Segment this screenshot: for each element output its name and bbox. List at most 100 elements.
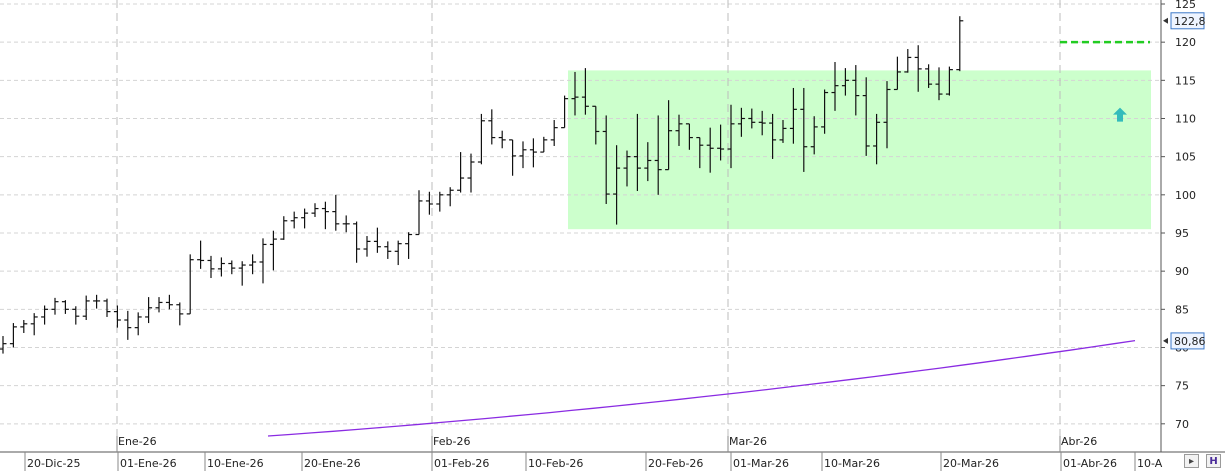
ohlc-bar (103, 298, 111, 317)
ohlc-bar (155, 297, 163, 313)
ohlc-bar (165, 294, 173, 310)
ohlc-bar (124, 310, 132, 340)
last-price-badge-label: 122,8 (1174, 15, 1206, 28)
scroll-right-button[interactable]: ▸ (1184, 454, 1199, 468)
x-tick-label: 20-Mar-26 (943, 457, 999, 470)
ohlc-bar (82, 295, 90, 321)
ohlc-bar (706, 127, 714, 173)
ohlc-bar (384, 241, 392, 259)
ohlc-bar (363, 236, 371, 257)
ohlc-bar (581, 68, 589, 115)
ohlc-bar (145, 297, 153, 324)
month-label: Ene-26 (118, 435, 157, 448)
consolidation-zone (568, 70, 1151, 230)
month-label: Abr-26 (1061, 435, 1097, 448)
ohlc-bar (519, 141, 527, 169)
save-icon[interactable]: H (1206, 454, 1221, 468)
x-tick-label: 20-Dic-25 (27, 457, 81, 470)
ohlc-bar (509, 139, 517, 176)
y-tick-label: 85 (1175, 303, 1189, 316)
ohlc-bar (238, 261, 246, 286)
ohlc-bar (436, 191, 444, 212)
ohlc-bar (779, 120, 787, 143)
ohlc-bar (467, 153, 475, 193)
y-tick-label: 110 (1175, 112, 1196, 125)
ohlc-bar (457, 152, 465, 193)
month-label: Mar-26 (729, 435, 767, 448)
ohlc-bar (935, 67, 943, 101)
ohlc-bar (717, 124, 725, 161)
ohlc-bar (592, 105, 600, 145)
ohlc-bar (685, 123, 693, 150)
ohlc-bar (197, 240, 205, 269)
moving-average-badge-box (1170, 332, 1205, 350)
ohlc-bar (561, 95, 569, 129)
ohlc-bar (186, 254, 194, 315)
last-price-badge-box (1170, 12, 1205, 30)
month-label: Feb-26 (433, 435, 470, 448)
ohlc-bar (259, 238, 267, 284)
ohlc-bar (696, 136, 704, 169)
ohlc-bar (737, 107, 745, 137)
x-tick-label: 10-Ene-26 (207, 457, 264, 470)
ohlc-bar (228, 260, 236, 275)
ohlc-bar (134, 312, 142, 336)
ohlc-bar (113, 305, 121, 328)
ohlc-bar (51, 297, 59, 315)
ohlc-bar (342, 215, 350, 233)
ohlc-bar (945, 66, 953, 96)
ohlc-bar (550, 120, 558, 146)
moving-average-line (267, 339, 1136, 437)
ohlc-bar (727, 104, 735, 169)
ohlc-bar (30, 313, 38, 336)
y-tick-label: 90 (1175, 265, 1189, 278)
x-tick-label: 01-Abr-26 (1063, 457, 1117, 470)
y-tick-label: 120 (1175, 36, 1196, 49)
ohlc-bar (904, 49, 912, 73)
ohlc-bar (61, 300, 69, 314)
ohlc-bar (290, 211, 298, 229)
ohlc-bar (9, 323, 17, 348)
ohlc-bar (353, 221, 361, 263)
ohlc-bar (841, 68, 849, 96)
ohlc-bar (321, 201, 329, 230)
ohlc-bar (415, 190, 423, 236)
x-tick-label: 20-Feb-26 (648, 457, 703, 470)
ohlc-bar (852, 65, 860, 116)
ohlc-bar (665, 100, 673, 171)
ohlc-bar (301, 208, 309, 229)
y-tick-label: 105 (1175, 151, 1196, 164)
y-tick-label: 100 (1175, 189, 1196, 202)
x-tick-label: 10-Mar-26 (824, 457, 880, 470)
ohlc-bar (332, 194, 340, 231)
ohlc-bar (810, 116, 818, 155)
ohlc-bar (217, 257, 225, 277)
ohlc-bar (41, 305, 49, 325)
ohlc-bar (800, 87, 808, 172)
ohlc-bar (789, 87, 797, 144)
x-tick-label: 01-Mar-26 (733, 457, 789, 470)
moving-average-badge: 80,86 (1163, 332, 1206, 350)
ohlc-bar (873, 113, 881, 165)
last-price-badge: 122,8 (1163, 12, 1206, 30)
ohlc-bar (956, 16, 964, 72)
ohlc-bar (613, 145, 621, 225)
ohlc-bar (675, 114, 683, 146)
y-tick-label: 70 (1175, 418, 1189, 431)
ohlc-bar (207, 255, 215, 279)
ohlc-bar (249, 254, 257, 275)
ohlc-bar (914, 45, 922, 92)
ohlc-bar (925, 64, 933, 88)
y-tick-label: 95 (1175, 227, 1189, 240)
x-tick-label: 10-A (1137, 457, 1163, 470)
x-tick-label: 01-Ene-26 (120, 457, 177, 470)
ohlc-bar (831, 62, 839, 111)
ohlc-bar (477, 113, 485, 165)
ohlc-bar (0, 336, 7, 354)
x-tick-label: 10-Feb-26 (528, 457, 583, 470)
ohlc-bar (20, 320, 28, 333)
ohlc-bar (176, 302, 184, 326)
ohlc-bar (602, 115, 610, 204)
